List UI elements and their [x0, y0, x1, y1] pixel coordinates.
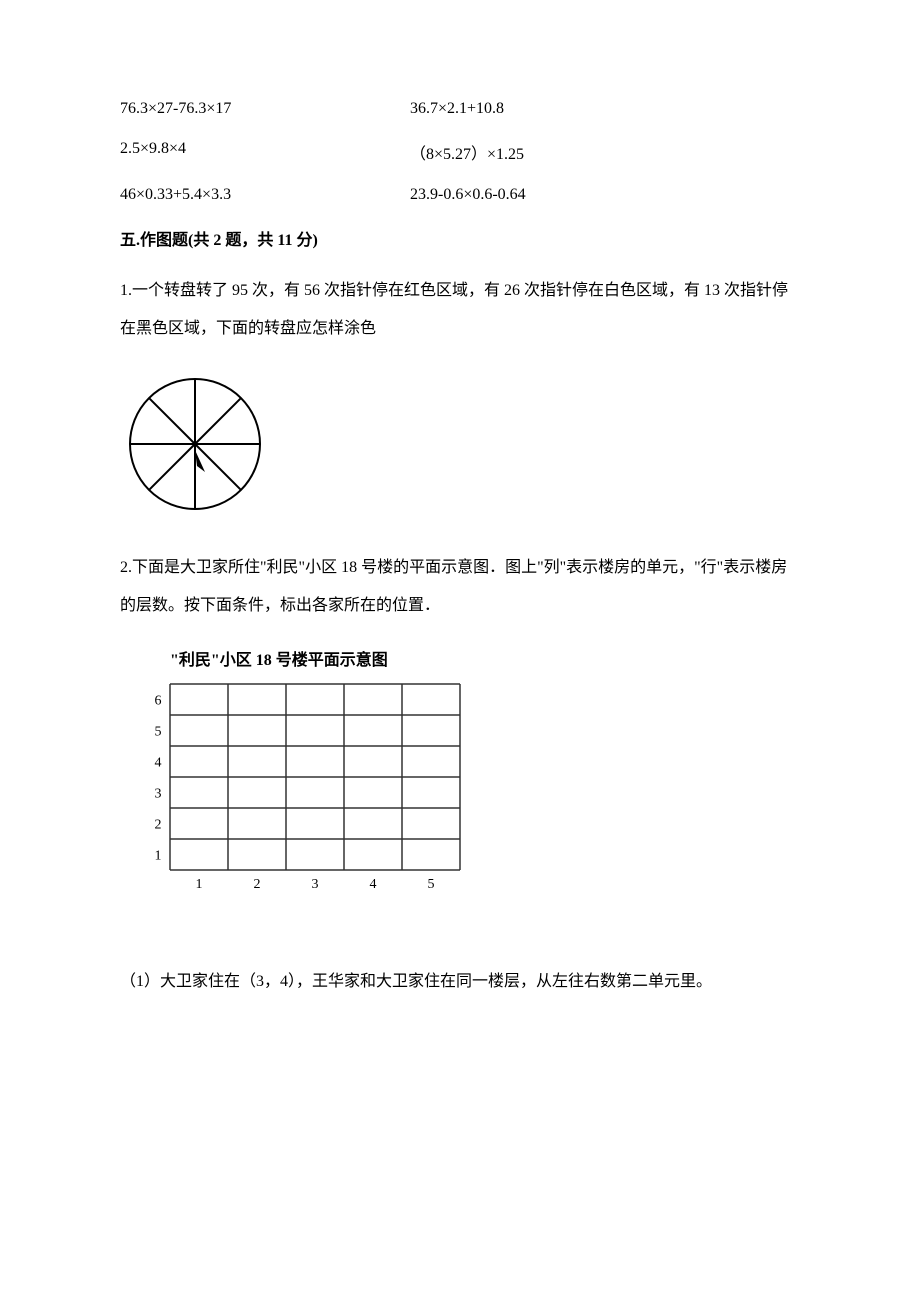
grid-title: "利民"小区 18 号楼平面示意图 [170, 646, 800, 670]
expression-row: 2.5×9.8×4 （8×5.27）×1.25 [120, 140, 800, 164]
question-2-sub1: （1）大卫家住在（3，4），王华家和大卫家住在同一楼层，从左往右数第二单元里。 [120, 958, 800, 1006]
grid-diagram: 6 5 4 3 2 1 1 2 3 4 5 [140, 678, 500, 918]
expression-1-right: 36.7×2.1+10.8 [410, 100, 800, 118]
expression-3-left: 46×0.33+5.4×3.3 [120, 186, 410, 204]
section-5-header: 五.作图题(共 2 题，共 11 分) [120, 226, 800, 250]
svg-text:2: 2 [254, 877, 261, 892]
svg-text:4: 4 [155, 755, 162, 770]
spinner-icon [120, 374, 270, 514]
svg-text:5: 5 [155, 724, 162, 739]
expression-row: 46×0.33+5.4×3.3 23.9-0.6×0.6-0.64 [120, 186, 800, 204]
svg-text:1: 1 [155, 848, 162, 863]
expression-row: 76.3×27-76.3×17 36.7×2.1+10.8 [120, 100, 800, 118]
question-1-text: 1.一个转盘转了 95 次，有 56 次指针停在红色区域，有 26 次指针停在白… [120, 272, 800, 349]
svg-text:6: 6 [155, 693, 162, 708]
svg-text:3: 3 [312, 877, 319, 892]
expression-2-left: 2.5×9.8×4 [120, 140, 410, 164]
svg-text:1: 1 [196, 877, 203, 892]
expression-1-left: 76.3×27-76.3×17 [120, 100, 410, 118]
svg-text:2: 2 [155, 817, 162, 832]
question-2-text: 2.下面是大卫家所住"利民"小区 18 号楼的平面示意图．图上"列"表示楼房的单… [120, 549, 800, 626]
grid-figure: "利民"小区 18 号楼平面示意图 6 5 4 3 2 1 1 2 3 4 5 [140, 646, 800, 923]
svg-text:3: 3 [155, 786, 162, 801]
expression-2-right: （8×5.27）×1.25 [410, 140, 800, 164]
spinner-figure [120, 374, 800, 519]
expression-3-right: 23.9-0.6×0.6-0.64 [410, 186, 800, 204]
svg-text:5: 5 [428, 877, 435, 892]
svg-text:4: 4 [370, 877, 377, 892]
